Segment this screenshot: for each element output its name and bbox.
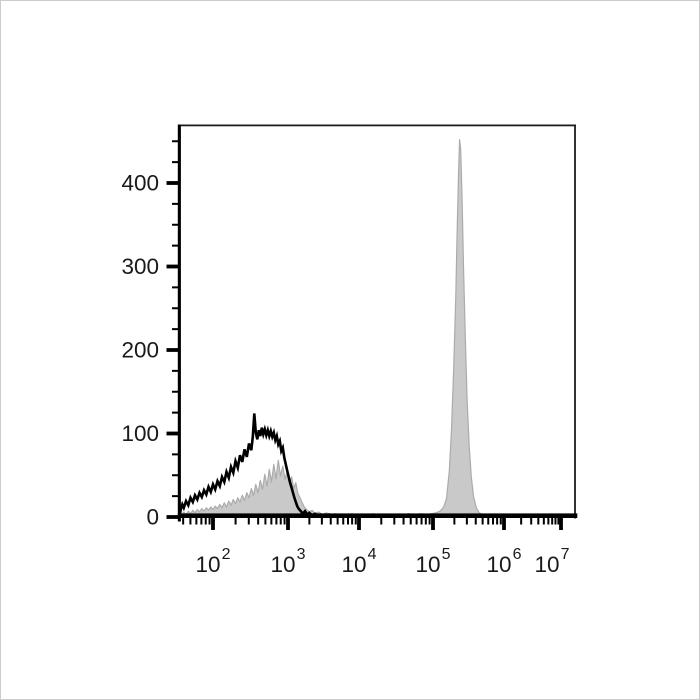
x-tick-label: 103: [271, 546, 306, 577]
x-minor-tick: [320, 518, 323, 525]
x-minor-tick: [428, 518, 431, 525]
y-tick-label: 300: [121, 254, 159, 279]
x-minor-tick: [347, 518, 350, 525]
x-minor-tick: [354, 518, 357, 525]
x-minor-tick: [264, 518, 267, 525]
x-major-tick: [357, 518, 361, 530]
x-major-tick: [431, 518, 435, 530]
y-minor-tick: [172, 328, 178, 331]
x-minor-tick: [547, 518, 550, 525]
x-minor-tick: [420, 518, 423, 525]
y-minor-tick: [172, 286, 178, 289]
axis-tick-labels: 0 100 200 300 400 102 103 104 105 106 107: [121, 171, 569, 578]
x-axis-line: [177, 513, 578, 518]
x-minor-tick: [409, 518, 412, 525]
x-minor-tick: [351, 518, 354, 525]
x-minor-tick: [465, 518, 468, 525]
y-minor-tick: [172, 223, 178, 226]
x-tick-label: 105: [416, 546, 451, 577]
x-minor-tick: [279, 518, 282, 525]
x-minor-tick: [308, 518, 311, 525]
y-major-tick: [166, 181, 178, 185]
x-major-tick: [559, 518, 563, 530]
y-minor-tick: [172, 307, 178, 310]
x-minor-tick: [492, 518, 495, 525]
y-major-tick: [166, 348, 178, 352]
y-minor-tick: [172, 161, 178, 164]
y-minor-tick: [172, 369, 178, 372]
x-minor-tick: [393, 518, 396, 525]
x-tick-label: 107: [535, 546, 570, 577]
x-minor-tick: [204, 518, 207, 525]
histogram-curves: [180, 139, 574, 518]
x-minor-tick: [402, 518, 405, 525]
x-minor-tick: [530, 518, 533, 525]
x-minor-tick: [520, 518, 523, 525]
y-minor-tick: [172, 474, 178, 477]
x-minor-tick: [283, 518, 286, 525]
y-minor-tick: [172, 244, 178, 247]
x-minor-tick: [336, 518, 339, 525]
x-minor-tick: [342, 518, 345, 525]
x-minor-tick: [415, 518, 418, 525]
x-major-tick: [286, 518, 290, 530]
x-minor-tick: [329, 518, 332, 525]
right-border: [574, 124, 576, 519]
x-minor-tick: [481, 518, 484, 525]
y-axis-spine: [177, 124, 181, 522]
x-minor-tick: [551, 518, 554, 525]
y-major-tick: [166, 264, 178, 269]
x-major-tick: [211, 518, 215, 530]
x-minor-tick: [424, 518, 427, 525]
x-major-tick: [502, 518, 506, 530]
y-major-tick: [166, 431, 178, 436]
top-border: [178, 124, 576, 127]
x-minor-tick: [487, 518, 490, 525]
x-minor-tick: [189, 518, 192, 525]
x-minor-tick: [208, 518, 211, 525]
x-minor-tick: [380, 518, 383, 525]
x-tick-label: 106: [487, 546, 522, 577]
x-minor-tick: [257, 518, 260, 525]
x-minor-tick: [200, 518, 203, 525]
y-tick-label: 400: [121, 171, 159, 196]
y-minor-tick: [172, 140, 178, 143]
x-minor-tick: [557, 518, 560, 525]
y-minor-tick: [172, 495, 178, 498]
y-minor-tick: [172, 202, 178, 205]
y-tick-label: 100: [121, 421, 159, 446]
y-minor-tick: [172, 453, 178, 456]
x-minor-tick: [537, 518, 540, 525]
plot-frame: [177, 124, 578, 522]
x-minor-tick: [270, 518, 273, 525]
x-minor-tick: [542, 518, 545, 525]
y-tick-label: 0: [146, 505, 159, 530]
x-minor-tick: [474, 518, 477, 525]
x-minor-tick: [247, 518, 250, 525]
y-major-tick: [166, 515, 178, 519]
axis-ticks: [166, 140, 563, 530]
gray-filled-histogram: [180, 139, 574, 518]
x-minor-tick: [275, 518, 278, 525]
x-minor-tick: [182, 518, 185, 525]
x-tick-label: 102: [196, 546, 231, 577]
x-minor-tick: [234, 518, 237, 525]
x-minor-tick: [499, 518, 502, 525]
x-tick-label: 104: [342, 546, 377, 577]
x-minor-tick: [453, 518, 456, 525]
y-minor-tick: [172, 411, 178, 414]
y-tick-label: 200: [121, 338, 159, 363]
x-minor-tick: [554, 518, 557, 525]
x-minor-tick: [195, 518, 198, 525]
y-minor-tick: [172, 390, 178, 393]
x-minor-tick: [496, 518, 499, 525]
